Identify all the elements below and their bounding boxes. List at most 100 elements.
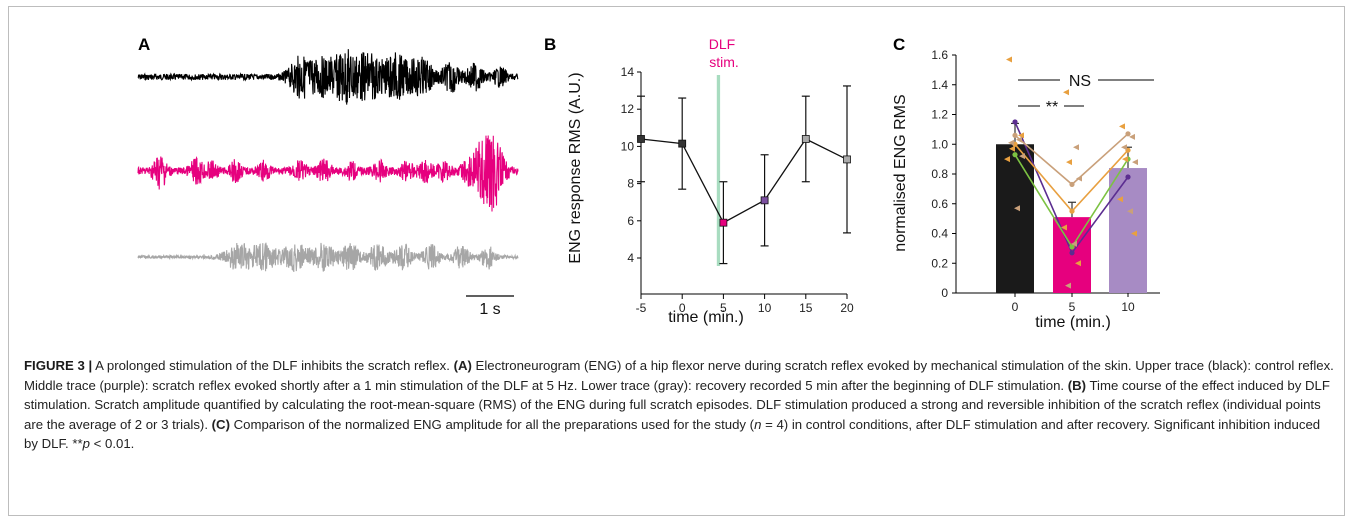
caption-c-text-3: < 0.01. — [89, 436, 135, 452]
y-tick-label: 14 — [621, 65, 635, 79]
panel-b-data — [637, 85, 851, 265]
figure-caption: FIGURE 3 | A prolonged stimulation of th… — [24, 356, 1334, 454]
panel-c-axes: 0 0.2 0.4 0.6 0.8 1.0 1.2 1.4 1.6 0 5 10 — [931, 48, 1160, 314]
bar — [996, 144, 1034, 293]
trial-point — [1119, 123, 1125, 130]
trial-point — [1019, 153, 1025, 160]
y-tick-label: 8 — [627, 177, 634, 191]
x-tick-label: 10 — [758, 301, 772, 315]
significance-label: ** — [1046, 99, 1058, 116]
y-tick-label: 10 — [621, 139, 635, 153]
caption-intro: A prolonged stimulation of the DLF inhib… — [92, 358, 454, 373]
preparation-point — [1069, 244, 1075, 250]
panel-c-x-axis-title: time (min.) — [1035, 314, 1111, 331]
trial-point — [1073, 144, 1079, 151]
x-tick-label: -5 — [636, 301, 647, 315]
figure-graphics: A 1 s B DLF stim. 4 6 8 10 12 14 -5 0 5 10 15 20 ti… — [137, 35, 1160, 331]
trial-point — [1018, 132, 1024, 139]
figure-label: FIGURE 3 | — [24, 358, 93, 373]
trial-point — [1065, 282, 1071, 289]
trial-point — [1006, 56, 1012, 63]
preparation-point — [1125, 131, 1131, 137]
post-stimulation-trace — [137, 135, 519, 212]
panel-b-axes: 4 6 8 10 12 14 -5 0 5 10 15 20 — [621, 65, 854, 315]
caption-b-text: Time course of the effect induced by DLF… — [24, 377, 1330, 432]
bar — [1109, 168, 1147, 293]
stim-label-line1: DLF — [709, 36, 735, 52]
trial-point — [1129, 133, 1135, 140]
panel-b-x-axis-title: time (min.) — [668, 309, 744, 326]
panel-c-letter: C — [893, 35, 905, 54]
panel-b: B DLF stim. 4 6 8 10 12 14 -5 0 5 10 15 20 time (mi… — [544, 35, 854, 326]
caption-c-text-2: = 4) in control conditions, after DLF st… — [24, 416, 1321, 452]
data-point — [843, 155, 851, 164]
trial-point — [1131, 230, 1137, 237]
trial-point — [1076, 175, 1082, 182]
x-tick-label: 0 — [679, 301, 686, 315]
preparation-point — [1012, 119, 1018, 125]
caption-n-variable: n — [754, 416, 762, 432]
panel-c: C 0 0.2 0.4 0.6 0.8 1.0 1.2 1.4 1.6 0 5 10 NS ** ti… — [892, 35, 1160, 331]
panel-a: A 1 s — [137, 35, 519, 318]
y-tick-label: 0.6 — [931, 197, 948, 211]
preparation-point — [1012, 152, 1018, 158]
preparation-point — [1125, 174, 1131, 180]
panel-a-letter: A — [138, 35, 150, 54]
trial-point — [1008, 139, 1014, 146]
data-line — [640, 138, 848, 224]
panel-c-y-axis-title: normalised ENG RMS — [892, 94, 909, 251]
caption-a-label: (A) — [453, 358, 472, 373]
trial-point — [1066, 159, 1072, 166]
y-tick-label: 12 — [621, 102, 635, 116]
trial-point — [1063, 89, 1069, 96]
preparation-point — [1069, 208, 1075, 214]
preparation-point — [1069, 250, 1075, 256]
x-tick-label: 5 — [1069, 300, 1076, 314]
y-tick-label: 6 — [627, 214, 634, 228]
x-tick-label: 10 — [1121, 300, 1135, 314]
y-tick-label: 0.4 — [931, 227, 948, 241]
trial-point — [1061, 224, 1067, 231]
y-tick-label: 1.4 — [931, 78, 948, 92]
y-tick-label: 4 — [627, 251, 634, 265]
trial-point — [1075, 260, 1081, 267]
caption-c-label: (C) — [211, 416, 230, 432]
y-tick-label: 1.6 — [931, 48, 948, 62]
y-tick-label: 0.8 — [931, 167, 948, 181]
y-tick-label: 0.2 — [931, 256, 948, 270]
data-point — [719, 218, 728, 227]
panel-c-data — [996, 56, 1147, 293]
trial-point — [1071, 240, 1077, 247]
trial-point — [1122, 156, 1128, 163]
x-tick-label: 0 — [1012, 300, 1019, 314]
panel-b-y-axis-title: ENG response RMS (A.U.) — [567, 72, 584, 263]
caption-c-text-1: Comparison of the normalized ENG amplitu… — [229, 416, 755, 432]
trial-point — [1014, 205, 1020, 212]
x-tick-label: 20 — [840, 301, 854, 315]
ns-label: NS — [1069, 73, 1091, 90]
trial-point — [1009, 145, 1015, 152]
y-tick-label: 1.0 — [931, 137, 948, 151]
data-point — [801, 135, 810, 143]
y-tick-label: 0 — [941, 286, 948, 300]
data-point — [678, 139, 687, 148]
stim-label-line2: stim. — [709, 54, 739, 70]
data-point — [760, 196, 769, 205]
preparation-point — [1012, 132, 1018, 138]
caption-p-variable: p — [82, 436, 90, 452]
panel-b-letter: B — [544, 35, 556, 54]
scale-bar-label: 1 s — [479, 301, 500, 318]
control-trace — [137, 49, 519, 105]
x-tick-label: 5 — [720, 301, 727, 315]
trial-point — [1016, 136, 1022, 143]
caption-b-label: (B) — [1067, 377, 1087, 393]
trial-point — [1117, 196, 1123, 203]
stimulation-band — [716, 75, 721, 266]
preparation-point — [1069, 181, 1075, 188]
data-point — [637, 135, 645, 143]
trial-point — [1121, 144, 1127, 151]
recovery-trace — [137, 242, 519, 273]
x-tick-label: 15 — [799, 301, 813, 315]
trial-point — [1004, 156, 1010, 163]
trial-point — [1127, 208, 1133, 215]
